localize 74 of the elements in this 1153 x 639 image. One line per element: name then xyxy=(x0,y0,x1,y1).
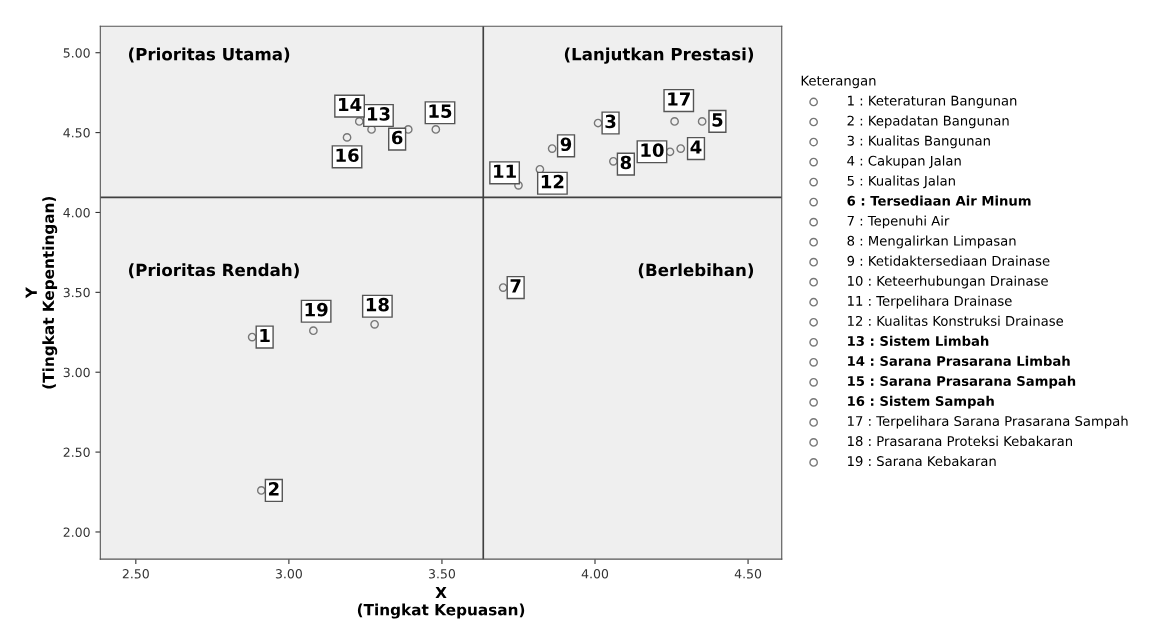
annotation: 5 xyxy=(712,113,723,127)
legend-label: 4 : Cakupan Jalan xyxy=(847,155,961,169)
point xyxy=(354,117,364,126)
point xyxy=(256,486,266,495)
annotation: 3 xyxy=(605,114,616,129)
annotation: 8 xyxy=(620,155,632,170)
annotation: 7 xyxy=(510,279,521,293)
point xyxy=(309,326,318,336)
annotation: 15 xyxy=(429,104,452,118)
legend-title: Keterangan xyxy=(801,75,876,89)
x-tick-label: 3.00 xyxy=(275,569,302,579)
annotation: 1 xyxy=(260,328,270,343)
point xyxy=(247,332,257,342)
annotation: 12 xyxy=(541,174,564,189)
legend-label: 8 : Mengalirkan Limpasan xyxy=(847,235,1016,249)
legend-label: 1 : Keteraturan Bangunan xyxy=(848,95,1017,109)
legend-label: 18 : Prasarana Proteksi Kebakaran xyxy=(848,435,1072,447)
point xyxy=(370,319,379,329)
annotation: (Berlebihan) xyxy=(638,263,754,279)
legend-label: 14 : Sarana Prasarana Limbah xyxy=(848,355,1070,366)
annotation: 9 xyxy=(560,137,572,152)
annotation: 6 xyxy=(392,130,403,145)
annotation: 4 xyxy=(690,140,702,154)
point xyxy=(403,125,413,134)
legend-label: 16 : Sistem Sampah xyxy=(848,395,994,409)
annotation: 19 xyxy=(305,302,328,317)
y-tick-label: 4.00 xyxy=(63,207,90,218)
x-tick-label: 3.50 xyxy=(428,569,456,579)
legend-label: 3 : Kualitas Bangunan xyxy=(847,135,990,149)
annotation: 14 xyxy=(339,97,362,112)
annotation: 10 xyxy=(641,143,664,157)
legend-label: 6 : Tersediaan Air Minum xyxy=(847,195,1031,206)
point xyxy=(498,283,508,292)
legend-label: 17 : Terpelihara Sarana Prasarana Sampah xyxy=(848,415,1128,429)
point xyxy=(676,144,686,153)
legend-label: 12 : Kualitas Konstruksi Drainase xyxy=(848,315,1064,326)
point xyxy=(342,133,352,142)
point xyxy=(535,164,545,174)
x-tick-label: 4.50 xyxy=(734,569,762,579)
point xyxy=(593,118,603,128)
annotation: (Prioritas Utama) xyxy=(129,47,290,63)
legend-label: 11 : Terpelihara Drainase xyxy=(848,295,1012,309)
annotation: 13 xyxy=(367,107,390,121)
annotation: 16 xyxy=(336,148,359,163)
point xyxy=(697,117,707,126)
legend-label: 5 : Kualitas Jalan xyxy=(847,175,955,189)
annotation: (Prioritas Rendah) xyxy=(129,263,299,279)
annotation: 18 xyxy=(366,297,389,312)
x-axis-title: X (Tingkat Kepuasan) xyxy=(357,586,525,619)
point xyxy=(670,117,679,126)
y-tick-label: 5.00 xyxy=(63,48,90,58)
x-tick-label: 2.50 xyxy=(122,569,149,579)
legend-label: 19 : Sarana Kebakaran xyxy=(848,455,996,467)
legend-label: 7 : Tepenuhi Air xyxy=(847,215,950,229)
x-tick-label: 4.00 xyxy=(581,569,609,579)
annotation: 17 xyxy=(668,92,690,106)
legend-label: 15 : Sarana Prasarana Sampah xyxy=(848,375,1076,389)
legend-label: 10 : Keteerhubungan Drainase xyxy=(848,275,1048,289)
y-tick-label: 4.50 xyxy=(63,128,90,138)
y-tick-label: 3.00 xyxy=(63,367,90,378)
annotation: 2 xyxy=(268,482,279,496)
annotation: 11 xyxy=(494,164,516,178)
y-tick-label: 2.00 xyxy=(63,527,90,537)
point xyxy=(608,156,618,166)
legend-label: 9 : Ketidaktersediaan Drainase xyxy=(847,255,1050,266)
y-axis-title: Y (Tingkat Kepentingan) xyxy=(25,196,58,389)
y-tick-label: 3.50 xyxy=(63,287,90,298)
point xyxy=(547,144,557,153)
legend-label: 13 : Sistem Limbah xyxy=(848,335,989,346)
y-tick-label: 2.50 xyxy=(63,447,90,458)
point xyxy=(514,180,523,190)
legend-label: 2 : Kepadatan Bangunan xyxy=(847,115,1009,129)
point xyxy=(431,125,441,134)
annotation: (Lanjutkan Prestasi) xyxy=(564,47,754,64)
